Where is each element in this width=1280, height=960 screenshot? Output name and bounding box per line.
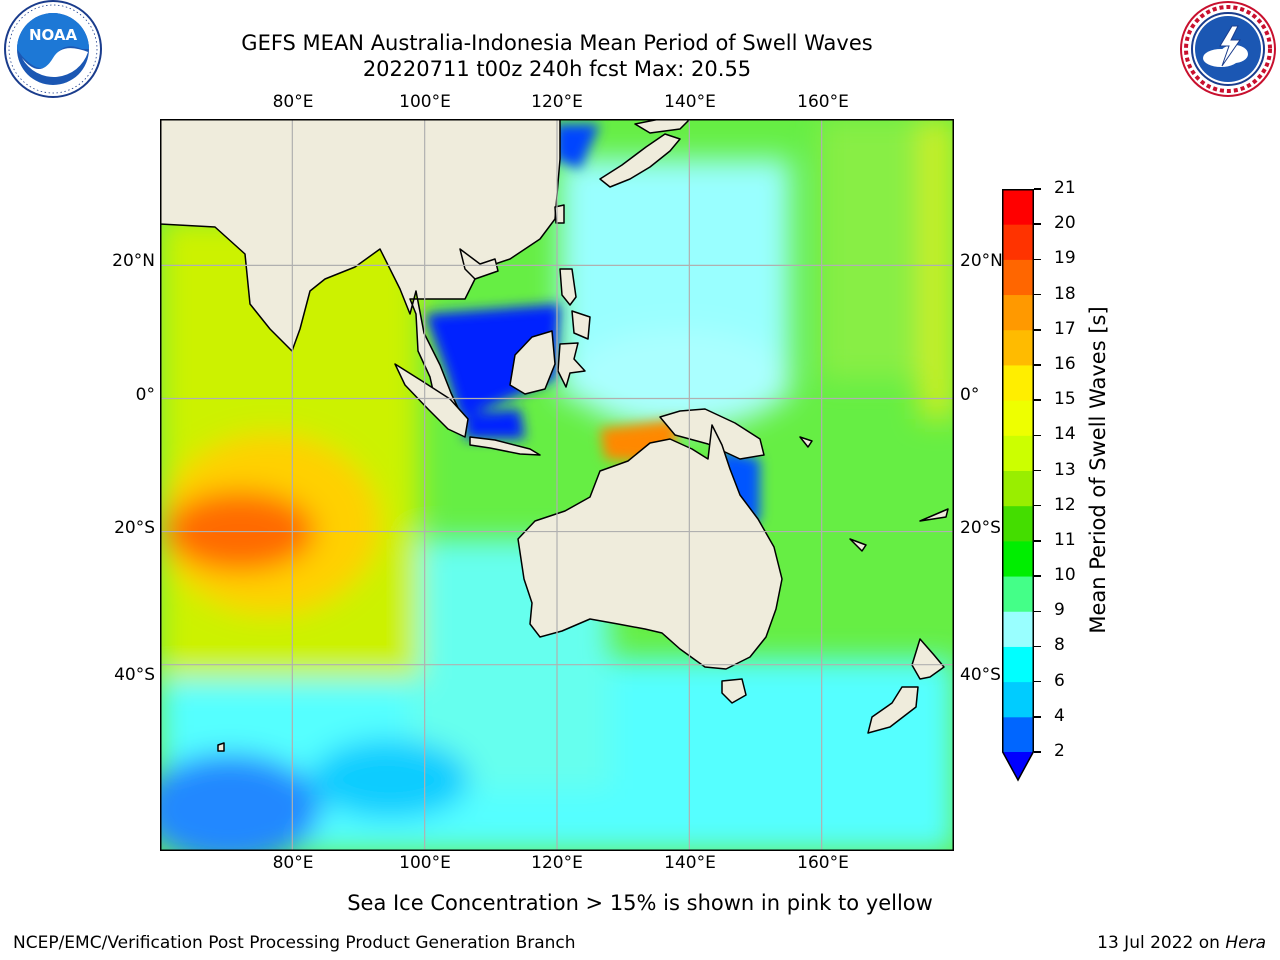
map-title: GEFS MEAN Australia-Indonesia Mean Perio… [241,31,873,55]
sea-ice-note: Sea Ice Concentration > 15% is shown in … [347,891,933,915]
lon-tick-bottom-120e: 120°E [531,853,583,873]
colorbar-segment [1002,470,1034,507]
colorbar-tick-mark [1034,751,1041,753]
colorbar-tick-mark [1034,575,1041,577]
colorbar-tick-mark [1034,469,1041,472]
colorbar-segment [1002,435,1034,471]
nws-logo-icon [1176,0,1280,100]
lon-tick-bottom-160e: 160°E [797,853,849,873]
colorbar-tick-mark [1034,329,1041,331]
footer-credit: NCEP/EMC/Verification Post Processing Pr… [13,933,576,953]
colorbar-tick-label: 4 [1054,705,1065,726]
colorbar-tick-mark [1034,716,1041,718]
colorbar-tick-mark [1034,293,1041,296]
footer-date: 13 Jul 2022 on [1097,933,1220,953]
footer-timestamp: 13 Jul 2022 on Hera [1097,933,1266,953]
colorbar-segment [1002,646,1034,683]
colorbar-extend-min [1002,752,1034,781]
colorbar-tick-label: 6 [1054,670,1065,691]
colorbar-tick-label: 21 [1054,178,1076,198]
colorbar-tick-label: 16 [1054,353,1076,374]
colorbar-tick-label: 8 [1054,635,1065,656]
colorbar-tick-label: 2 [1054,741,1065,761]
colorbar-segment [1002,329,1034,366]
colorbar-tick-mark [1034,610,1041,612]
noaa-logo-icon: NOAA [2,0,104,102]
lon-tick-bottom-100e: 100°E [399,853,451,873]
colorbar-tick-label: 19 [1054,248,1076,269]
lon-tick-top-140e: 140°E [664,92,716,112]
lon-tick-top-160e: 160°E [797,92,849,112]
lon-tick-top-120e: 120°E [531,92,583,112]
colorbar [1002,189,1034,782]
colorbar-tick-label: 11 [1054,529,1076,550]
noaa-logo-text: NOAA [29,26,78,44]
colorbar-tick-mark [1034,364,1041,366]
lat-tick-right-20s: 20°S [960,518,1001,538]
lat-tick-left-0: 0° [135,385,155,405]
lat-tick-right-20n: 20°N [960,251,1003,271]
colorbar-tick-label: 20 [1054,213,1076,234]
colorbar-tick-mark [1034,540,1041,542]
colorbar-tick-mark [1034,258,1041,261]
colorbar-segment [1002,294,1034,331]
colorbar-tick-label: 15 [1054,389,1076,410]
colorbar-segment [1002,259,1034,296]
colorbar-tick-label: 18 [1054,283,1076,304]
colorbar-tick-mark [1034,434,1041,437]
colorbar-segment [1002,540,1034,577]
colorbar-segment [1002,189,1034,225]
colorbar-segment [1002,716,1034,753]
colorbar-tick-label: 14 [1054,424,1076,445]
colorbar-segment [1002,681,1034,718]
swell-period-map[interactable] [160,119,954,851]
colorbar-tick-label: 17 [1054,318,1076,339]
colorbar-tick-label: 12 [1054,494,1076,515]
lat-tick-right-0: 0° [960,385,980,405]
colorbar-tick-mark [1034,645,1041,648]
colorbar-tick-mark [1034,399,1041,401]
colorbar-tick-mark [1034,223,1041,225]
colorbar-segment [1002,364,1034,401]
lat-tick-left-40s: 40°S [114,665,155,685]
colorbar-tick-label: 9 [1054,600,1065,621]
map-frame [160,119,954,851]
colorbar-tick-mark [1034,188,1041,190]
colorbar-segment [1002,576,1034,612]
lon-tick-bottom-140e: 140°E [664,853,716,873]
footer-machine: Hera [1225,933,1266,953]
lat-tick-left-20n: 20°N [112,251,155,271]
colorbar-tick-mark [1034,680,1041,683]
colorbar-tick-label: 13 [1054,459,1076,480]
lat-tick-right-40s: 40°S [960,665,1001,685]
colorbar-segment [1002,505,1034,542]
colorbar-segment [1002,400,1034,436]
lon-tick-bottom-80e: 80°E [272,853,314,873]
lon-tick-top-100e: 100°E [399,92,451,112]
colorbar-tick-label: 10 [1054,565,1076,586]
lat-tick-left-20s: 20°S [114,518,155,538]
map-canvas [160,119,954,851]
colorbar-tick-mark [1034,504,1041,507]
colorbar-segment [1002,611,1034,647]
lon-tick-top-80e: 80°E [272,92,314,112]
map-subtitle: 20220711 t00z 240h fcst Max: 20.55 [362,57,752,81]
colorbar-segment [1002,224,1034,260]
